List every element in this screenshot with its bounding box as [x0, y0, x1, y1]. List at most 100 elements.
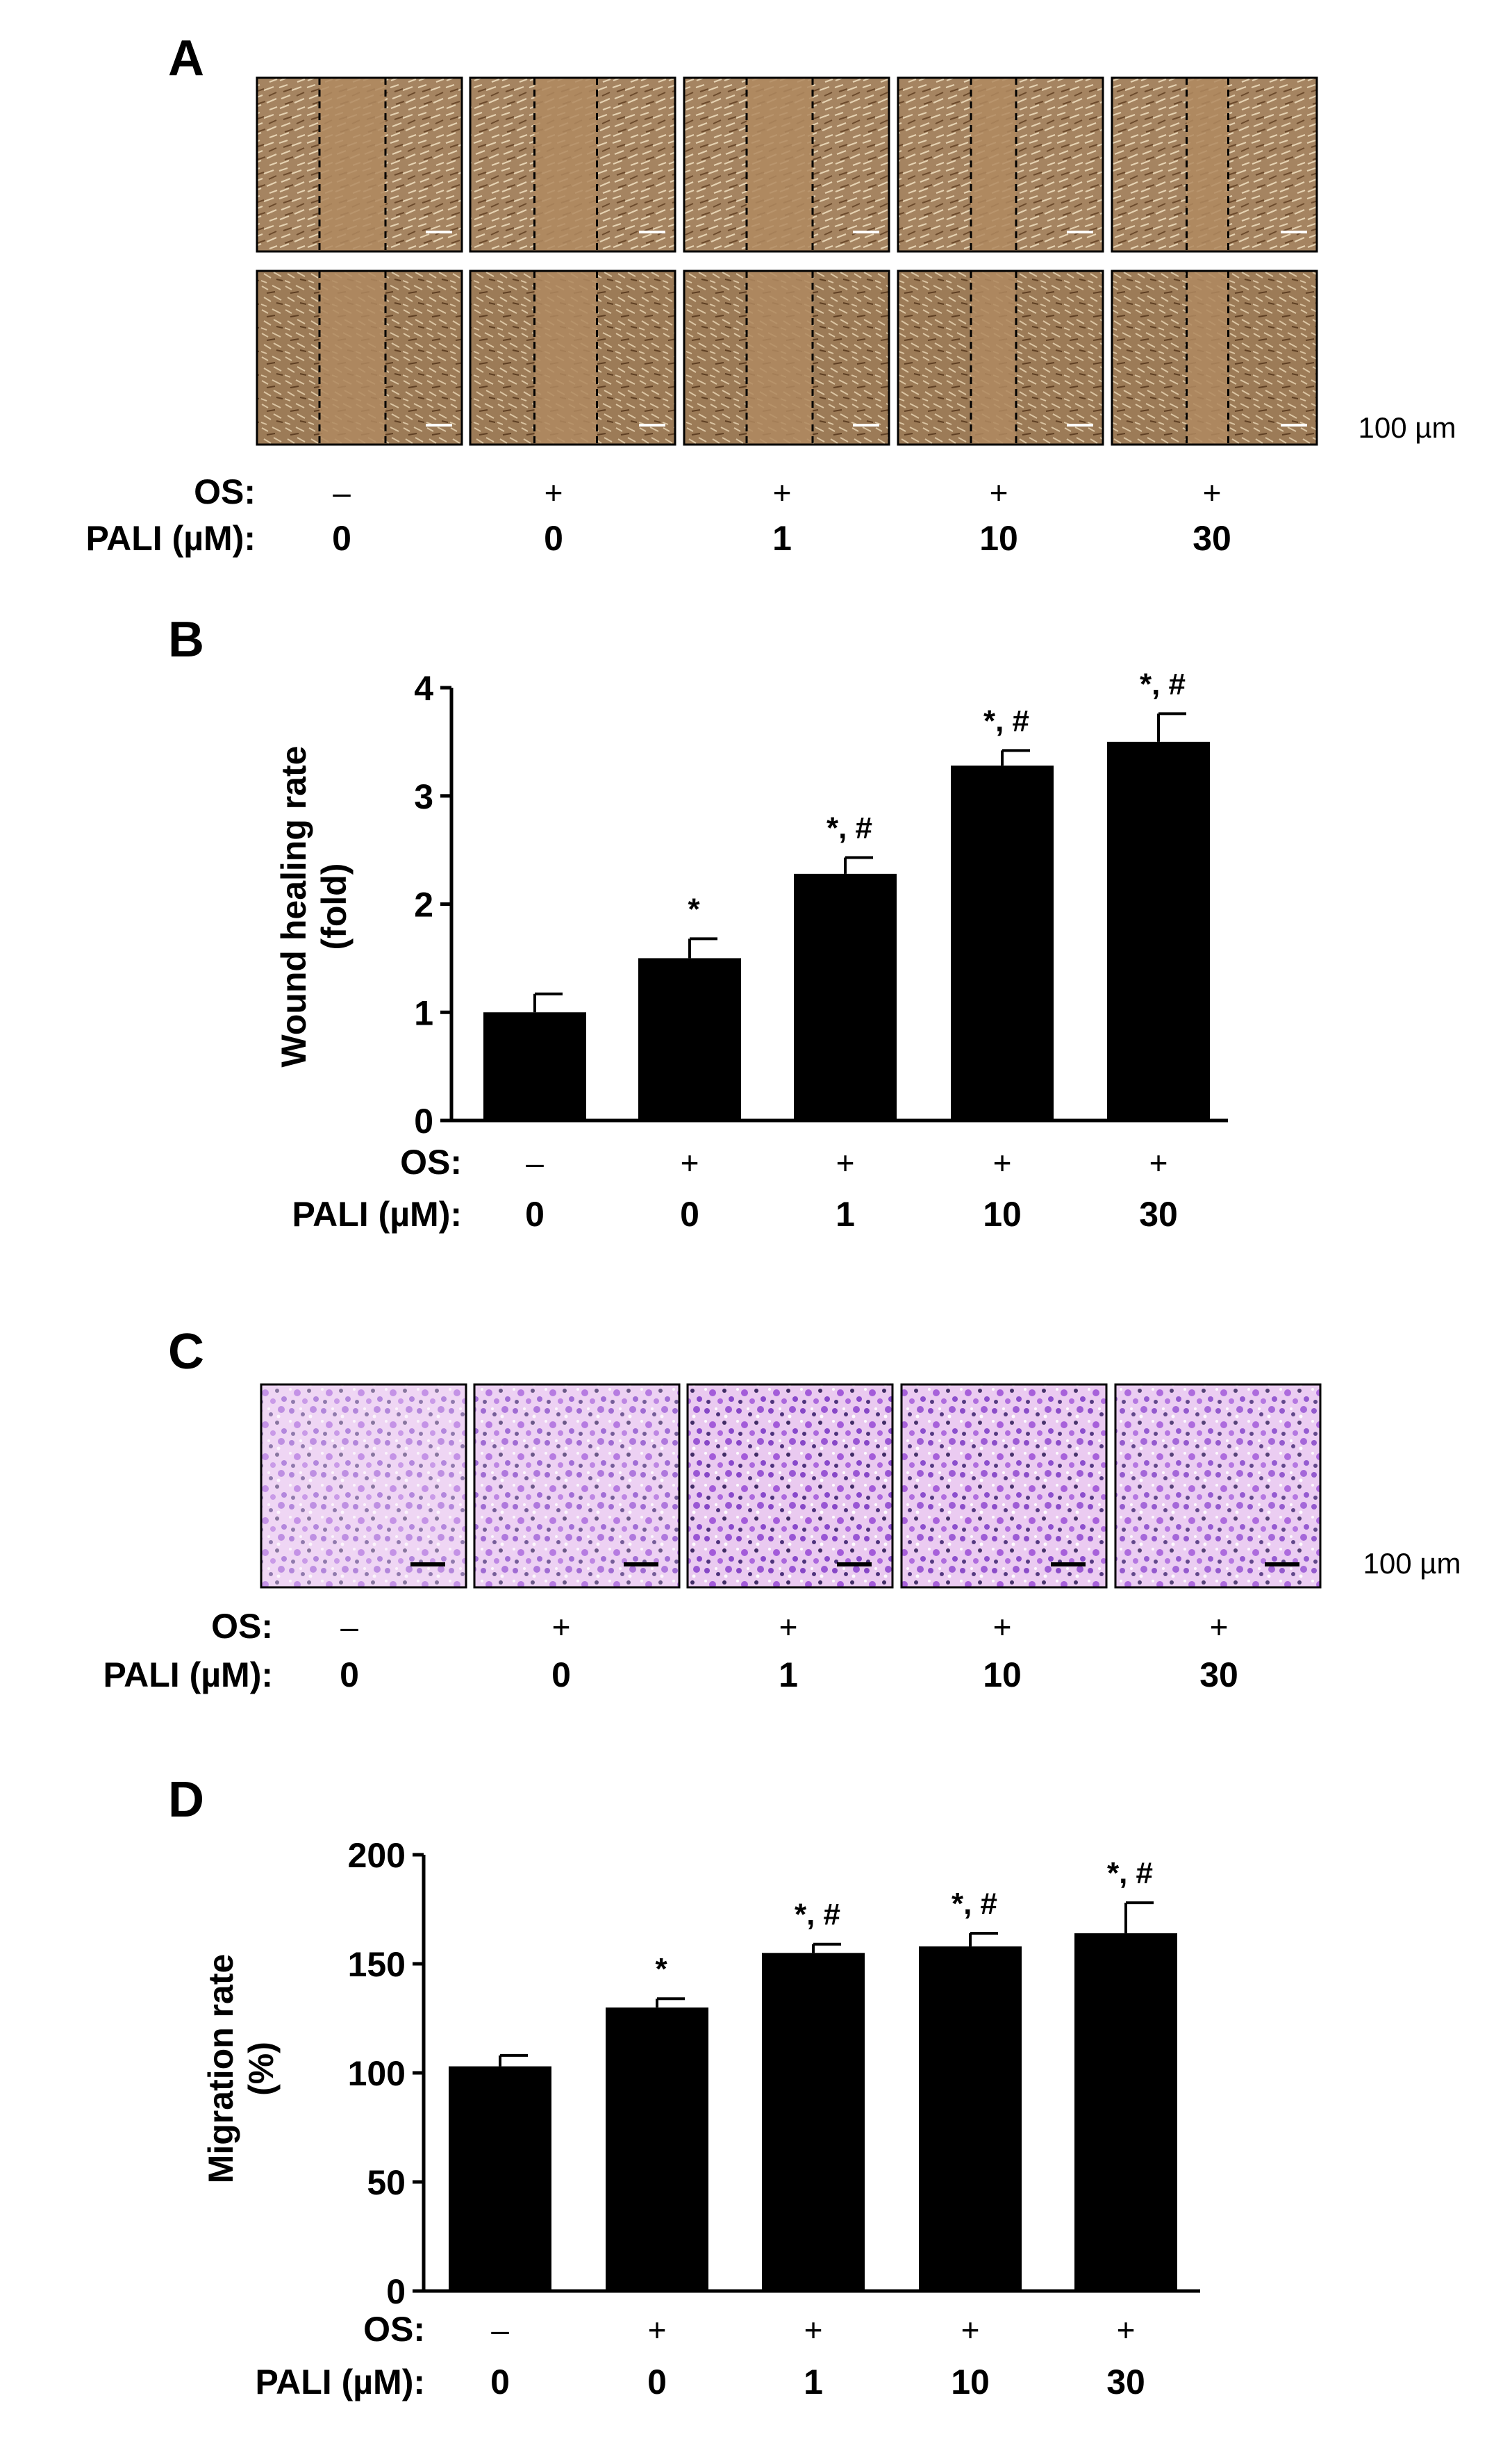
panel-c-pali-label: PALI (µM):	[103, 1655, 273, 1694]
stain-texture	[261, 1384, 466, 1587]
image-border	[897, 270, 1104, 446]
transwell-image-1	[260, 1383, 467, 1589]
os-value: +	[681, 1145, 699, 1181]
image-border	[1111, 270, 1318, 446]
os-value: +	[1117, 2312, 1136, 2348]
bar	[1074, 1933, 1177, 2291]
image-border	[260, 1383, 467, 1589]
stain-wash	[688, 1384, 892, 1587]
pali-value: 0	[680, 1195, 699, 1234]
y-axis-label: (%)	[242, 2042, 281, 2096]
os-label: OS:	[400, 1143, 462, 1182]
wound-gap	[534, 271, 597, 445]
wound-gap	[971, 78, 1016, 251]
wound-image-1-4	[897, 76, 1104, 253]
pali-label: PALI (µM):	[256, 2363, 425, 2401]
panel-c-pali-value: 1	[779, 1655, 798, 1694]
y-axis-label: (fold)	[315, 863, 354, 950]
transwell-image-3	[686, 1383, 894, 1589]
panel-c-pali-value: 0	[551, 1655, 571, 1694]
image-border	[469, 76, 676, 253]
panel-a-pali-value: 0	[544, 519, 563, 558]
bar	[951, 766, 1054, 1120]
wound-image-2-5	[1111, 270, 1318, 446]
image-border	[1114, 1383, 1322, 1589]
panel-b-wound-healing-chart: B 0 1 2 3 4 Wound healing rate (fold) * *, # *, # *…	[168, 612, 1228, 1234]
wound-image-1-2	[469, 76, 676, 253]
significance-label: *, #	[795, 1898, 840, 1932]
pali-value: 1	[836, 1195, 855, 1234]
significance-label: *	[655, 1952, 667, 1986]
image-border	[900, 1383, 1108, 1589]
transwell-image-5	[1114, 1383, 1322, 1589]
panel-a-pali-value: 1	[772, 519, 792, 558]
image-border	[469, 270, 676, 446]
wound-image-1-5	[1111, 76, 1318, 253]
significance-label: *, #	[952, 1887, 997, 1921]
wound-gap	[747, 271, 813, 445]
significance-label: *, #	[1107, 1856, 1153, 1890]
stain-wash	[902, 1384, 1106, 1587]
panel-a-letter: A	[168, 31, 204, 86]
wound-image-2-3	[683, 270, 890, 446]
panel-c-os-value: +	[993, 1609, 1012, 1645]
os-value: +	[648, 2312, 667, 2348]
wound-gap	[1186, 78, 1229, 251]
panel-a-pali-value: 30	[1193, 519, 1231, 558]
image-border	[683, 270, 890, 446]
panel-a-pali-value: 0	[332, 519, 351, 558]
os-value: +	[804, 2312, 823, 2348]
pali-value: 0	[525, 1195, 545, 1234]
y-tick-label: 100	[348, 2054, 406, 2093]
wound-image-2-2	[469, 270, 676, 446]
y-axis-label: Migration rate	[201, 1954, 240, 2184]
y-tick-label: 150	[348, 1945, 406, 1984]
pali-value: 1	[804, 2363, 823, 2401]
significance-label: *, #	[983, 704, 1029, 738]
os-value: –	[526, 1145, 544, 1181]
image-border	[683, 76, 890, 253]
stain-texture	[1115, 1384, 1320, 1587]
panel-a-os-value: +	[1203, 474, 1222, 511]
bar	[483, 1012, 586, 1120]
panel-a-wound-images: A 100 µm OS: PALI (µM): – + + + +0 0 1 10 30	[86, 31, 1456, 558]
panel-d-letter: D	[168, 1772, 204, 1828]
panel-a-pali-label: PALI (µM):	[86, 519, 256, 558]
bar	[762, 1953, 865, 2291]
y-tick-label: 0	[414, 1102, 433, 1141]
y-tick-label: 50	[367, 2163, 406, 2202]
pali-value: 0	[490, 2363, 510, 2401]
stain-texture	[474, 1384, 679, 1587]
pali-value: 10	[951, 2363, 990, 2401]
os-value: +	[836, 1145, 855, 1181]
panel-c-letter: C	[168, 1324, 204, 1380]
panel-c-os-value: +	[1210, 1609, 1229, 1645]
panel-c-pali-value: 30	[1199, 1655, 1238, 1694]
panel-c-os-value: +	[552, 1609, 571, 1645]
panel-c-transwell-images: C 100 µm OS: PALI (µM): – + + + +0 0 1 10 30	[103, 1324, 1461, 1694]
os-value: –	[491, 2312, 509, 2348]
bar	[919, 1946, 1022, 2291]
wound-gap	[534, 78, 597, 251]
significance-label: *, #	[1140, 667, 1186, 701]
significance-label: *	[688, 892, 700, 926]
y-tick-label: 3	[414, 777, 433, 816]
stain-wash	[474, 1384, 679, 1587]
panel-a-os-value: +	[545, 474, 563, 511]
bar	[1107, 741, 1210, 1120]
bar	[794, 873, 897, 1120]
panel-a-pali-value: 10	[979, 519, 1018, 558]
pali-label: PALI (µM):	[292, 1195, 462, 1234]
y-axis-label: Wound healing rate	[274, 746, 313, 1068]
wound-gap	[1186, 271, 1229, 445]
bar	[638, 958, 741, 1120]
significance-label: *, #	[826, 811, 872, 845]
panel-c-pali-value: 10	[983, 1655, 1022, 1694]
transwell-image-4	[900, 1383, 1108, 1589]
bar	[449, 2066, 551, 2291]
wound-gap	[971, 271, 1016, 445]
image-border	[256, 76, 463, 253]
wound-image-1-3	[683, 76, 890, 253]
panel-a-os-label: OS:	[194, 472, 256, 511]
